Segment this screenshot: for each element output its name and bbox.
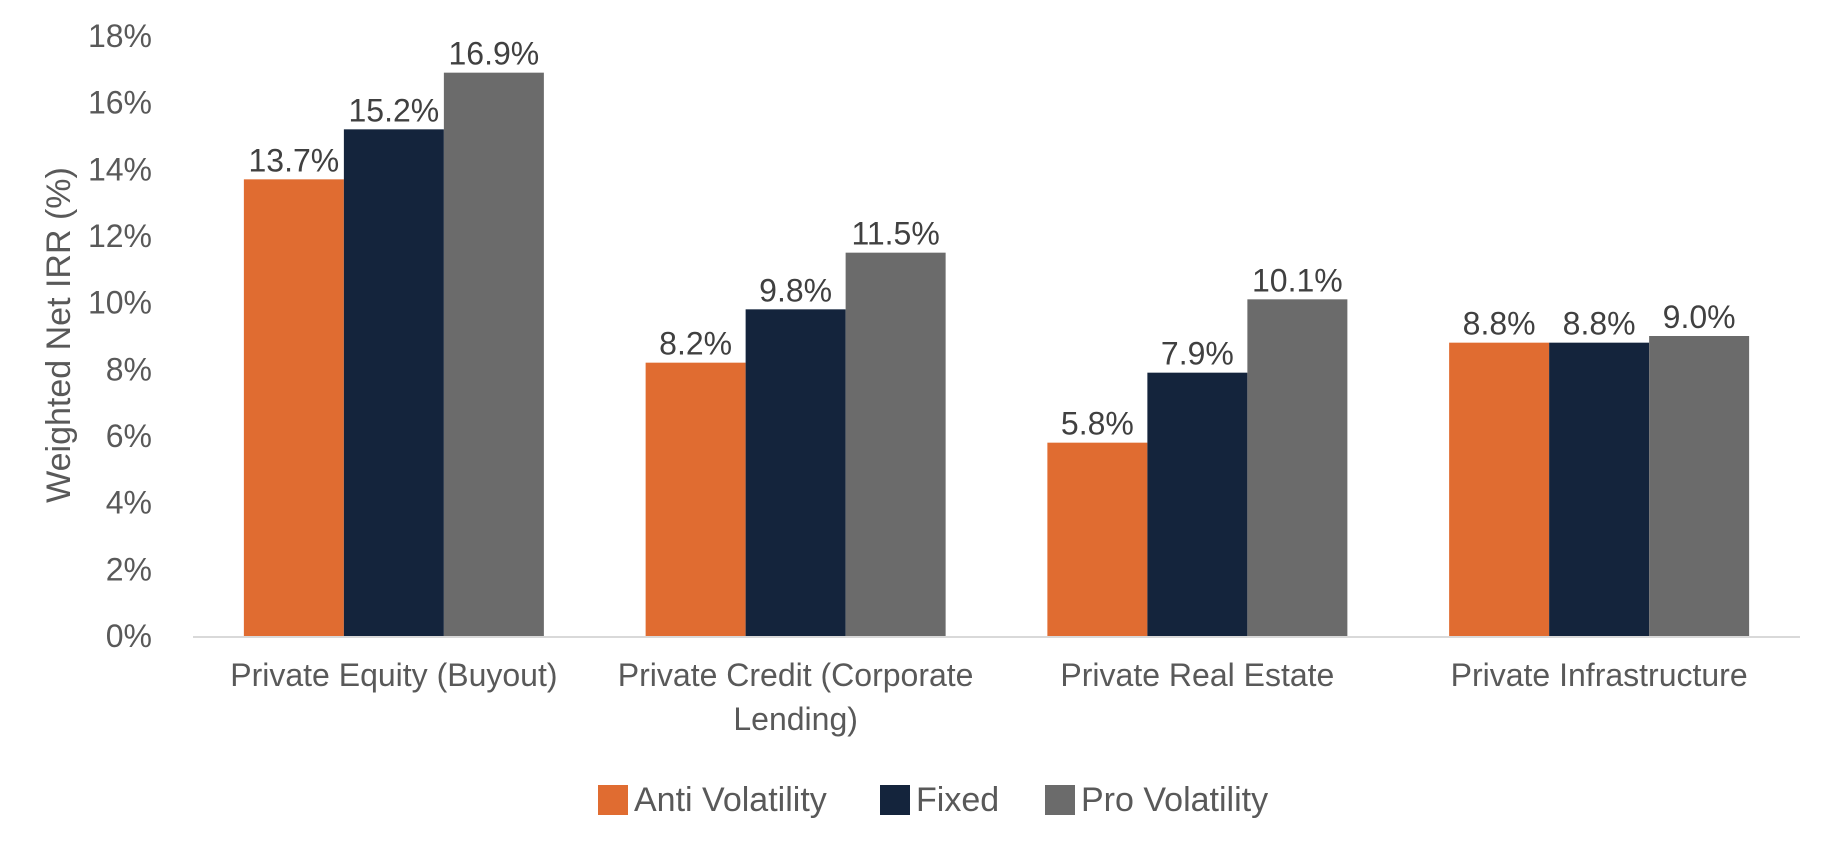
bars [243,72,1750,637]
data-label: 7.9% [1161,336,1234,372]
category-label: Private Real Estate [1060,657,1334,693]
y-axis-title: Weighted Net IRR (%) [40,167,78,503]
category-label: Private Infrastructure [1451,657,1748,693]
data-label: 8.8% [1563,306,1636,342]
data-label: 9.8% [759,272,832,308]
y-axis-ticks: 0% 2% 4% 6% 8% 10% 12% 14% 16% 18% [88,18,152,654]
y-tick-label: 4% [106,485,152,521]
category-label: Lending) [733,701,858,737]
data-label: 10.1% [1252,262,1343,298]
bar [1147,372,1248,636]
legend-swatch [1045,785,1075,815]
data-label: 9.0% [1663,299,1736,335]
data-label: 8.8% [1463,306,1536,342]
category-label: Private Credit (Corporate [618,657,974,693]
bar [1649,336,1750,636]
category-label: Private Equity (Buyout) [230,657,557,693]
data-label: 5.8% [1061,406,1134,442]
y-tick-label: 6% [106,418,152,454]
bar [1247,299,1348,636]
data-labels: 13.7%15.2%16.9% 8.2% 9.8% 11.5% 5.8% 7.9% 10.1… [249,36,1736,442]
legend: Anti Volatility Fixed Pro Volatility [598,781,1268,819]
legend-swatch [598,785,628,815]
bar [1047,442,1148,636]
y-tick-label: 12% [88,218,152,254]
y-tick-label: 2% [106,551,152,587]
category-labels: Private Equity (Buyout) Private Credit (C… [230,657,1747,737]
bar [1549,342,1650,636]
y-tick-label: 18% [88,18,152,54]
y-tick-label: 10% [88,285,152,321]
bar [645,362,746,636]
y-tick-label: 14% [88,151,152,187]
legend-label: Fixed [916,781,999,819]
data-label: 11.5% [851,216,939,252]
legend-swatch [880,785,910,815]
data-label: 13.7% [249,142,340,178]
y-tick-label: 0% [106,618,152,654]
bar [1449,342,1550,636]
y-tick-label: 16% [88,85,152,121]
data-label: 15.2% [349,92,440,128]
bar [845,252,946,636]
bar [243,179,344,637]
data-label: 16.9% [449,36,540,72]
data-label: 8.2% [659,326,732,362]
bar [343,129,444,637]
y-tick-label: 8% [106,351,152,387]
bar [443,72,544,636]
legend-label: Pro Volatility [1081,781,1268,819]
legend-label: Anti Volatility [634,781,827,819]
bar [745,309,846,636]
